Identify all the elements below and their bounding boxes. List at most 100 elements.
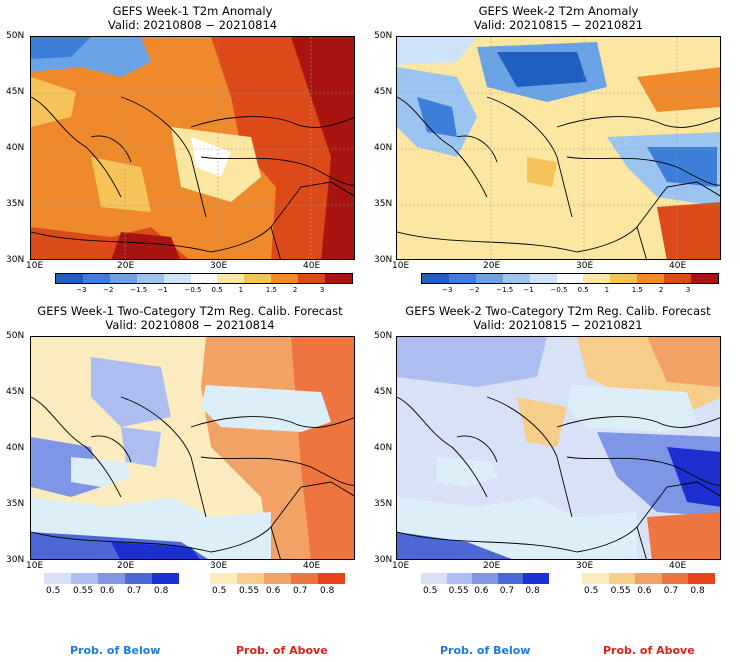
colorbar-swatch (71, 573, 98, 584)
prob-below-label-2: Prob. of Below (440, 644, 531, 657)
colorbar-tick-label: −1 (523, 286, 534, 294)
colorbar-swatch (610, 274, 638, 283)
panel-2-valid: Valid: 20210815 − 20210821 (473, 18, 644, 32)
lat-label: 30N (374, 555, 393, 565)
colorbar-tick-label: 0.5 (46, 586, 61, 596)
colorbar-swatch (448, 274, 476, 283)
colorbar-tick-label: −3 (442, 286, 453, 294)
lat-label: 45N (6, 87, 25, 97)
lon-label: 20E (483, 561, 501, 571)
colorbar-tick-label: 0.6 (474, 586, 489, 596)
colorbar-tick-label: 0.8 (320, 586, 335, 596)
prob-above-label-2: Prob. of Above (603, 644, 695, 657)
panel-3-title: GEFS Week-1 Two-Category T2m Reg. Calib.… (10, 304, 370, 332)
colorbar-tick-label: 2 (292, 286, 298, 294)
colorbar-swatch (582, 573, 609, 584)
colorbar-swatch (44, 573, 71, 584)
lon-label: 20E (117, 261, 135, 271)
panel-1-valid: Valid: 20210808 − 20210814 (107, 18, 278, 32)
colorbar-swatch (556, 274, 584, 283)
colorbar-tick-label: 3 (319, 286, 325, 294)
colorbar-swatch (217, 274, 245, 283)
colorbar-swatch (472, 573, 498, 584)
colorbar-swatch (475, 274, 503, 283)
colorbar-swatch (190, 274, 218, 283)
colorbar-tick-label: −1.5 (496, 286, 514, 294)
lat-label: 30N (6, 555, 25, 565)
colorbar-tick-label: 0.7 (499, 586, 515, 596)
lat-label: 40N (6, 443, 25, 453)
panel-4-heading: GEFS Week-2 Two-Category T2m Reg. Calib.… (405, 304, 711, 318)
lat-label: 50N (374, 331, 393, 341)
colorbar-tick-label: −1 (157, 286, 168, 294)
colorbar-tick-label: 0.6 (100, 586, 115, 596)
lat-label: 35N (6, 199, 25, 209)
colorbar-swatch (291, 573, 318, 584)
colorbar-swatch (271, 274, 299, 283)
colorbar-swatch (152, 573, 179, 584)
prob-above-label-1: Prob. of Above (236, 644, 328, 657)
colorbar-swatch (109, 274, 137, 283)
lon-label: 10E (392, 261, 410, 271)
lat-label: 50N (374, 31, 393, 41)
panel-2-title: GEFS Week-2 T2m Anomaly Valid: 20210815 … (396, 4, 721, 32)
prob-above-colorbar-1 (210, 573, 345, 584)
colorbar-swatch (298, 274, 326, 283)
lat-label: 35N (374, 199, 393, 209)
colorbar-swatch (421, 573, 447, 584)
colorbar-tick-label: 0.7 (293, 586, 308, 596)
colorbar-swatch (264, 573, 291, 584)
colorbar-tick-label: 0.5 (577, 286, 589, 294)
colorbar-tick-label: 0.8 (525, 586, 540, 596)
colorbar-swatch (244, 274, 272, 283)
lat-label: 45N (374, 87, 393, 97)
colorbar-swatch (637, 274, 665, 283)
colorbar-swatch (523, 573, 549, 584)
colorbar-swatch (635, 573, 662, 584)
colorbar-tick-label: 0.55 (448, 586, 469, 596)
prob-below-colorbar-1 (44, 573, 179, 584)
colorbar-tick-label: 0.5 (423, 586, 438, 596)
colorbar-tick-label: 1.5 (265, 286, 277, 294)
colorbar-tick-label: 0.5 (211, 286, 223, 294)
colorbar-tick-label: −1.5 (130, 286, 148, 294)
panel-2-map (396, 36, 721, 260)
colorbar-swatch (82, 274, 110, 283)
colorbar-swatch (237, 573, 264, 584)
colorbar-swatch (163, 274, 191, 283)
colorbar-swatch (56, 274, 83, 283)
colorbar-swatch (661, 573, 689, 584)
panel-1-title: GEFS Week-1 T2m Anomaly Valid: 20210808 … (30, 4, 355, 32)
lat-label: 40N (6, 143, 25, 153)
lon-label: 30E (576, 561, 594, 571)
panel-1-map (30, 36, 355, 260)
colorbar-swatch (318, 573, 345, 584)
colorbar-swatch (691, 274, 718, 283)
panel-2-heading: GEFS Week-2 T2m Anomaly (478, 4, 639, 18)
colorbar-swatch (688, 573, 715, 584)
colorbar-tick-label: 0.55 (73, 586, 94, 596)
lon-label: 20E (117, 561, 135, 571)
lon-label: 30E (210, 561, 228, 571)
colorbar-tick-label: 3 (685, 286, 691, 294)
panel-3-heading: GEFS Week-1 Two-Category T2m Reg. Calib.… (37, 304, 343, 318)
lat-label: 35N (374, 499, 393, 509)
lat-label: 40N (374, 443, 393, 453)
colorbar-tick-label: 0.6 (637, 586, 652, 596)
colorbar-swatch (210, 573, 237, 584)
panel-4-title: GEFS Week-2 Two-Category T2m Reg. Calib.… (378, 304, 738, 332)
panel-1-heading: GEFS Week-1 T2m Anomaly (112, 4, 273, 18)
panel-4-valid: Valid: 20210815 − 20210821 (473, 318, 643, 332)
colorbar-tick-label: −0.5 (184, 286, 202, 294)
colorbar-swatch (583, 274, 611, 283)
colorbar-tick-label: −0.5 (550, 286, 568, 294)
colorbar-tick-label: 0.8 (154, 586, 169, 596)
colorbar-swatch (136, 274, 164, 283)
colorbar-swatch (664, 274, 692, 283)
lon-label: 30E (210, 261, 228, 271)
colorbar-tick-label: 0.55 (239, 586, 260, 596)
lon-label: 30E (576, 261, 594, 271)
anomaly-colorbar-2 (421, 273, 719, 284)
panel-3-valid: Valid: 20210808 − 20210814 (105, 318, 275, 332)
lat-label: 40N (374, 143, 393, 153)
